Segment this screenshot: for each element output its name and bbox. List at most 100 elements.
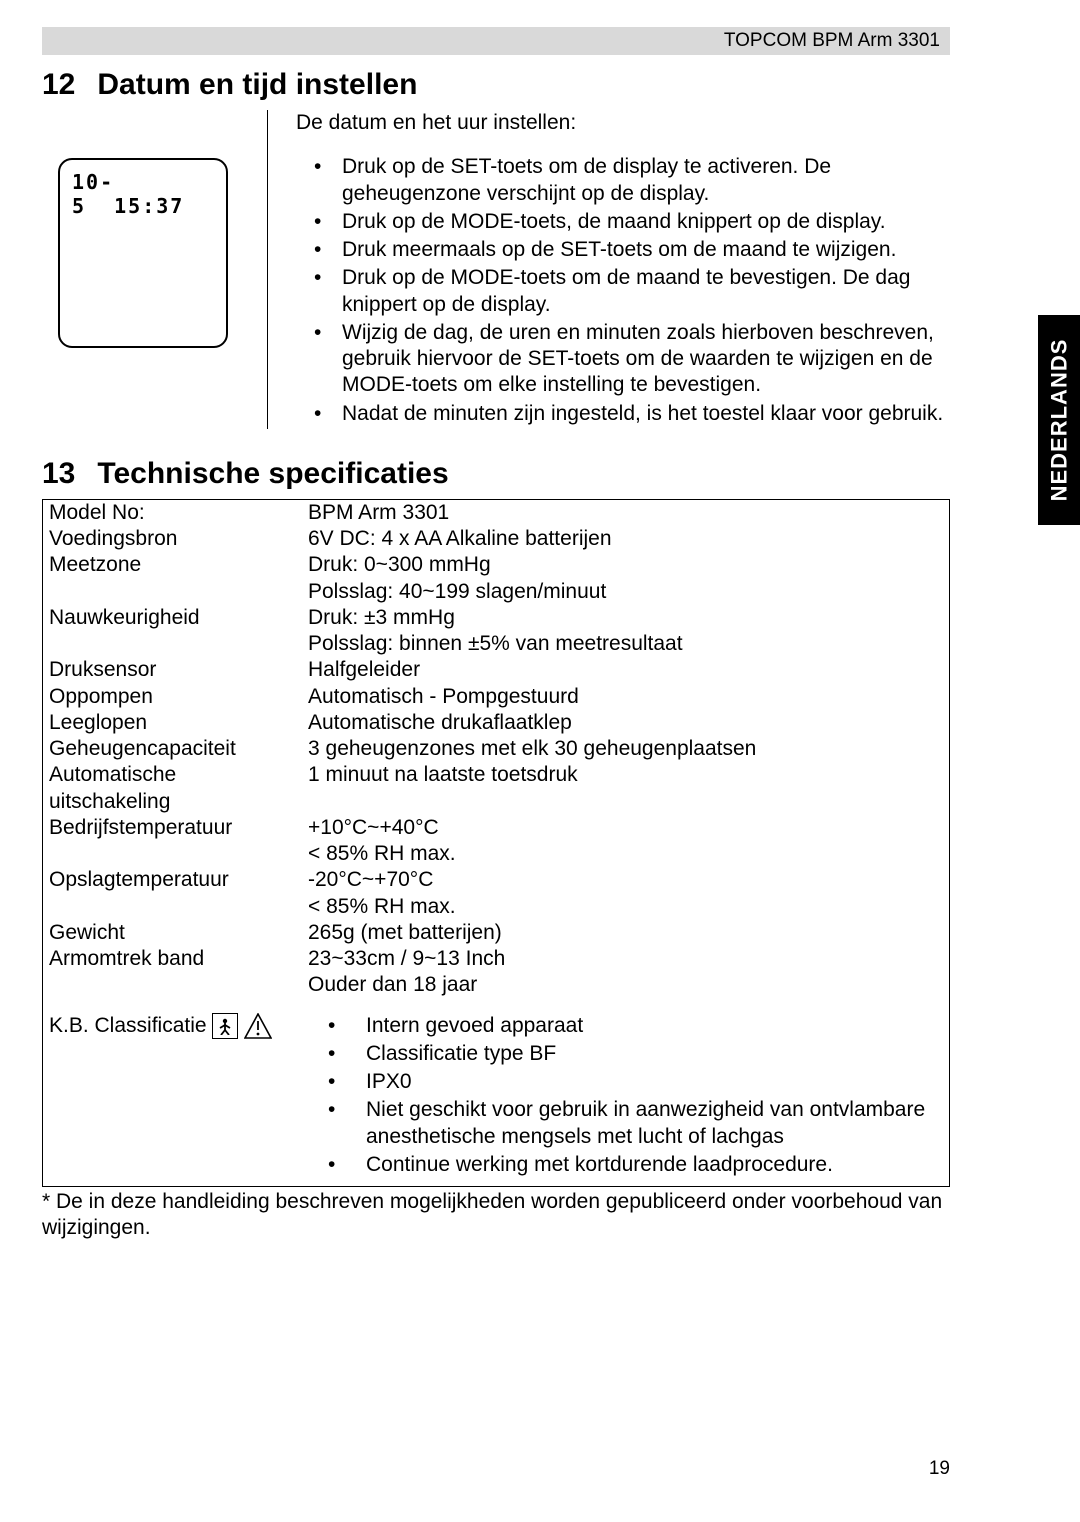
warning-icon (244, 1013, 272, 1039)
spec-row: Gewicht265g (met batterijen) (43, 920, 949, 946)
instruction-item: Wijzig de dag, de uren en minuten zoals … (324, 320, 950, 399)
spec-value-line: < 85% RH max. (308, 841, 941, 867)
section-12-title: Datum en tijd instellen (97, 68, 417, 101)
spec-value-line: Automatisch - Pompgestuurd (308, 684, 941, 710)
spec-label: Gewicht (43, 920, 308, 946)
spec-row: OppompenAutomatisch - Pompgestuurd (43, 684, 949, 710)
spec-value-kb: Intern gevoed apparaat Classificatie typ… (308, 1013, 949, 1181)
spec-label: Armomtrek band (43, 946, 308, 999)
kb-bullet: Classificatie type BF (348, 1041, 941, 1067)
spec-value-line: Druk: 0~300 mmHg (308, 552, 941, 578)
spec-label: Voedingsbron (43, 526, 308, 552)
spec-label: Model No: (43, 500, 308, 526)
spec-value-line: Automatische drukaflaatklep (308, 710, 941, 736)
spec-value-line: BPM Arm 3301 (308, 500, 941, 526)
lcd-time: 15:37 (114, 194, 184, 218)
instruction-item: Nadat de minuten zijn ingesteld, is het … (324, 401, 950, 427)
spec-value-line: Halfgeleider (308, 657, 941, 683)
spec-row: Voedingsbron6V DC: 4 x AA Alkaline batte… (43, 526, 949, 552)
spec-value-line: Polsslag: 40~199 slagen/minuut (308, 579, 941, 605)
spec-value: 1 minuut na laatste toetsdruk (308, 762, 949, 815)
spec-row: DruksensorHalfgeleider (43, 657, 949, 683)
spec-label: Bedrijfstemperatuur (43, 815, 308, 868)
instruction-item: Druk op de MODE-toets, de maand knippert… (324, 209, 950, 235)
instruction-item: Druk meermaals op de SET-toets om de maa… (324, 237, 950, 263)
kb-bullet: Continue werking met kortdurende laadpro… (348, 1152, 941, 1178)
spec-row: Bedrijfstemperatuur+10°C~+40°C< 85% RH m… (43, 815, 949, 868)
language-label: NEDERLANDS (1046, 339, 1072, 502)
spec-value: 23~33cm / 9~13 InchOuder dan 18 jaar (308, 946, 949, 999)
specs-table: Model No:BPM Arm 3301Voedingsbron6V DC: … (42, 499, 950, 1187)
kb-label: K.B. Classificatie (49, 1014, 207, 1037)
spec-label: Nauwkeurigheid (43, 605, 308, 658)
lcd-readout: 10- 5 15:37 (72, 170, 214, 218)
spec-value-line: 6V DC: 4 x AA Alkaline batterijen (308, 526, 941, 552)
page-content: 12 Datum en tijd instellen 10- 5 15:37 De… (42, 68, 950, 1242)
spec-row: NauwkeurigheidDruk: ±3 mmHgPolsslag: bin… (43, 605, 949, 658)
spec-value-line: 23~33cm / 9~13 Inch (308, 946, 941, 972)
spec-value: Druk: ±3 mmHgPolsslag: binnen ±5% van me… (308, 605, 949, 658)
lcd-date: 10- 5 (72, 170, 114, 218)
spec-value-line: 3 geheugenzones met elk 30 geheugenplaat… (308, 736, 941, 762)
kb-bullet: IPX0 (348, 1069, 941, 1095)
spec-row: Armomtrek band23~33cm / 9~13 InchOuder d… (43, 946, 949, 999)
vertical-divider (267, 110, 268, 429)
spec-row-kb: K.B. Classificatie Intern gevoed apparaa… (43, 1013, 949, 1187)
spec-value: +10°C~+40°C< 85% RH max. (308, 815, 949, 868)
footnote: * De in deze handleiding beschreven moge… (42, 1189, 950, 1242)
section-12-heading: 12 Datum en tijd instellen (42, 68, 950, 102)
spec-label: Druksensor (43, 657, 308, 683)
instructions-intro: De datum en het uur instellen: (296, 110, 950, 136)
spec-value-line: 265g (met batterijen) (308, 920, 941, 946)
spec-value-line: < 85% RH max. (308, 894, 941, 920)
type-bf-icon (212, 1013, 238, 1039)
kb-bullet: Intern gevoed apparaat (348, 1013, 941, 1039)
spec-row: Automatische uitschakeling1 minuut na la… (43, 762, 949, 815)
spec-value-line: -20°C~+70°C (308, 867, 941, 893)
instruction-list: Druk op de SET-toets om de display te ac… (296, 154, 950, 427)
spec-value: 3 geheugenzones met elk 30 geheugenplaat… (308, 736, 949, 762)
product-name: TOPCOM BPM Arm 3301 (724, 30, 940, 52)
spec-label: Geheugencapaciteit (43, 736, 308, 762)
kb-bullet-list: Intern gevoed apparaat Classificatie typ… (308, 1013, 941, 1179)
spec-value: Druk: 0~300 mmHgPolsslag: 40~199 slagen/… (308, 552, 949, 605)
spec-row: LeeglopenAutomatische drukaflaatklep (43, 710, 949, 736)
spec-label: Leeglopen (43, 710, 308, 736)
instruction-item: Druk op de MODE-toets om de maand te bev… (324, 265, 950, 318)
kb-bullet: Niet geschikt voor gebruik in aanwezighe… (348, 1097, 941, 1150)
spec-row: Opslagtemperatuur-20°C~+70°C< 85% RH max… (43, 867, 949, 920)
language-tab: NEDERLANDS (1038, 315, 1080, 525)
section-12-body: 10- 5 15:37 De datum en het uur instelle… (42, 110, 950, 429)
spec-value: 6V DC: 4 x AA Alkaline batterijen (308, 526, 949, 552)
spec-value-line: +10°C~+40°C (308, 815, 941, 841)
section-12-number: 12 (42, 68, 75, 102)
instruction-item: Druk op de SET-toets om de display te ac… (324, 154, 950, 207)
spec-label: Meetzone (43, 552, 308, 605)
spec-value: Automatische drukaflaatklep (308, 710, 949, 736)
spec-value-line: Ouder dan 18 jaar (308, 972, 941, 998)
device-display: 10- 5 15:37 (58, 158, 228, 348)
spec-row: MeetzoneDruk: 0~300 mmHgPolsslag: 40~199… (43, 552, 949, 605)
spec-label: Automatische uitschakeling (43, 762, 308, 815)
spec-label-kb: K.B. Classificatie (43, 1013, 308, 1181)
spec-label: Opslagtemperatuur (43, 867, 308, 920)
spec-value-line: 1 minuut na laatste toetsdruk (308, 762, 941, 788)
spec-value: BPM Arm 3301 (308, 500, 949, 526)
spec-value: -20°C~+70°C< 85% RH max. (308, 867, 949, 920)
instructions-column: De datum en het uur instellen: Druk op d… (296, 110, 950, 429)
spec-value: Halfgeleider (308, 657, 949, 683)
spec-row: Model No:BPM Arm 3301 (43, 500, 949, 526)
spec-label: Oppompen (43, 684, 308, 710)
section-13-title: Technische specificaties (97, 457, 448, 490)
spec-value: Automatisch - Pompgestuurd (308, 684, 949, 710)
spec-value: 265g (met batterijen) (308, 920, 949, 946)
display-column: 10- 5 15:37 (42, 110, 267, 429)
kb-icons (212, 1013, 272, 1039)
spec-value-line: Polsslag: binnen ±5% van meetresultaat (308, 631, 941, 657)
section-13-number: 13 (42, 457, 75, 491)
header-bar: TOPCOM BPM Arm 3301 (42, 27, 950, 55)
spec-value-line: Druk: ±3 mmHg (308, 605, 941, 631)
section-13-heading: 13 Technische specificaties (42, 457, 950, 491)
spec-row: Geheugencapaciteit3 geheugenzones met el… (43, 736, 949, 762)
page-number: 19 (929, 1458, 950, 1480)
